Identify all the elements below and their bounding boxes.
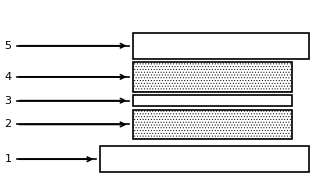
Text: 1: 1 <box>5 154 12 164</box>
Text: 4: 4 <box>5 72 12 82</box>
Text: 2: 2 <box>5 119 12 129</box>
Text: 3: 3 <box>5 96 12 106</box>
Bar <box>133 110 292 139</box>
Bar <box>133 62 292 92</box>
Bar <box>133 95 292 106</box>
Text: 5: 5 <box>5 41 12 51</box>
Bar <box>100 146 309 172</box>
Bar <box>133 33 309 59</box>
